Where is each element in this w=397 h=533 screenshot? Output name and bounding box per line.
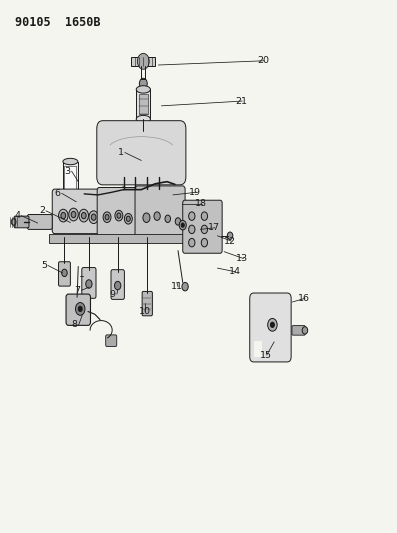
Circle shape (61, 213, 66, 219)
FancyBboxPatch shape (58, 262, 70, 286)
Bar (63, 161, 78, 199)
Circle shape (143, 213, 150, 222)
Circle shape (11, 219, 16, 225)
FancyBboxPatch shape (14, 216, 29, 228)
Text: 14: 14 (228, 268, 241, 276)
Circle shape (79, 209, 89, 222)
Circle shape (139, 78, 147, 89)
Circle shape (181, 223, 184, 227)
Circle shape (147, 188, 150, 192)
Circle shape (268, 318, 277, 331)
Text: 21: 21 (235, 96, 247, 106)
Circle shape (115, 211, 123, 221)
Text: 20: 20 (257, 56, 269, 65)
Circle shape (122, 188, 125, 192)
Circle shape (179, 220, 186, 230)
Bar (139, 94, 148, 114)
Circle shape (69, 208, 78, 221)
FancyBboxPatch shape (135, 186, 185, 240)
FancyBboxPatch shape (111, 270, 124, 300)
Text: 13: 13 (236, 254, 249, 263)
Ellipse shape (145, 187, 152, 192)
Ellipse shape (74, 200, 85, 204)
Ellipse shape (136, 86, 150, 93)
Circle shape (78, 306, 82, 312)
Bar (136, 90, 150, 119)
Ellipse shape (120, 187, 127, 192)
FancyBboxPatch shape (142, 292, 152, 316)
FancyBboxPatch shape (183, 200, 222, 253)
Text: 3: 3 (64, 166, 71, 175)
Text: 10: 10 (139, 307, 150, 316)
Ellipse shape (136, 115, 150, 123)
Text: 1: 1 (118, 148, 124, 157)
Circle shape (270, 322, 274, 327)
Circle shape (133, 190, 138, 196)
FancyBboxPatch shape (82, 268, 96, 298)
Text: 90105  1650B: 90105 1650B (15, 16, 101, 29)
FancyBboxPatch shape (49, 234, 191, 243)
Circle shape (189, 225, 195, 233)
Circle shape (137, 53, 149, 69)
Text: 2: 2 (39, 206, 45, 215)
Text: 12: 12 (224, 237, 236, 246)
Circle shape (58, 209, 68, 222)
Circle shape (103, 212, 111, 222)
Text: 7: 7 (74, 286, 80, 295)
FancyBboxPatch shape (106, 335, 117, 346)
Text: 4: 4 (14, 211, 20, 220)
FancyBboxPatch shape (250, 293, 291, 362)
Text: 16: 16 (298, 294, 310, 303)
FancyBboxPatch shape (292, 326, 305, 335)
Circle shape (165, 215, 170, 222)
Text: 18: 18 (195, 199, 206, 208)
Text: 8: 8 (71, 320, 77, 329)
Bar (64, 166, 76, 192)
Circle shape (145, 190, 150, 196)
Ellipse shape (71, 198, 87, 206)
Text: 5: 5 (41, 261, 47, 270)
Circle shape (189, 212, 195, 220)
Circle shape (105, 215, 109, 220)
Circle shape (157, 190, 162, 196)
Text: 15: 15 (260, 351, 272, 360)
Ellipse shape (63, 196, 78, 202)
Circle shape (121, 190, 126, 196)
Circle shape (227, 232, 233, 239)
Circle shape (62, 269, 67, 277)
Circle shape (302, 327, 308, 334)
Circle shape (114, 281, 121, 290)
Circle shape (135, 188, 138, 192)
Circle shape (71, 212, 76, 217)
Bar (254, 341, 262, 357)
FancyBboxPatch shape (97, 188, 137, 236)
FancyBboxPatch shape (97, 120, 186, 185)
FancyBboxPatch shape (52, 189, 100, 233)
Ellipse shape (63, 158, 78, 165)
Circle shape (175, 217, 181, 225)
Text: 6: 6 (55, 189, 61, 198)
Text: 17: 17 (208, 223, 220, 232)
Ellipse shape (133, 187, 140, 192)
Circle shape (182, 282, 188, 291)
Text: 9: 9 (110, 289, 116, 298)
Circle shape (201, 225, 208, 233)
Circle shape (81, 213, 86, 219)
Circle shape (126, 216, 130, 221)
Circle shape (86, 280, 92, 288)
Circle shape (75, 303, 85, 316)
Circle shape (124, 214, 132, 224)
Circle shape (117, 213, 121, 218)
Circle shape (91, 214, 96, 220)
Bar (131, 57, 155, 66)
Circle shape (201, 238, 208, 247)
Circle shape (89, 211, 98, 223)
FancyBboxPatch shape (66, 294, 91, 325)
Text: 11: 11 (171, 282, 183, 291)
Text: 19: 19 (189, 188, 201, 197)
Circle shape (189, 238, 195, 247)
Circle shape (154, 212, 160, 220)
FancyBboxPatch shape (27, 215, 52, 229)
Circle shape (201, 212, 208, 220)
